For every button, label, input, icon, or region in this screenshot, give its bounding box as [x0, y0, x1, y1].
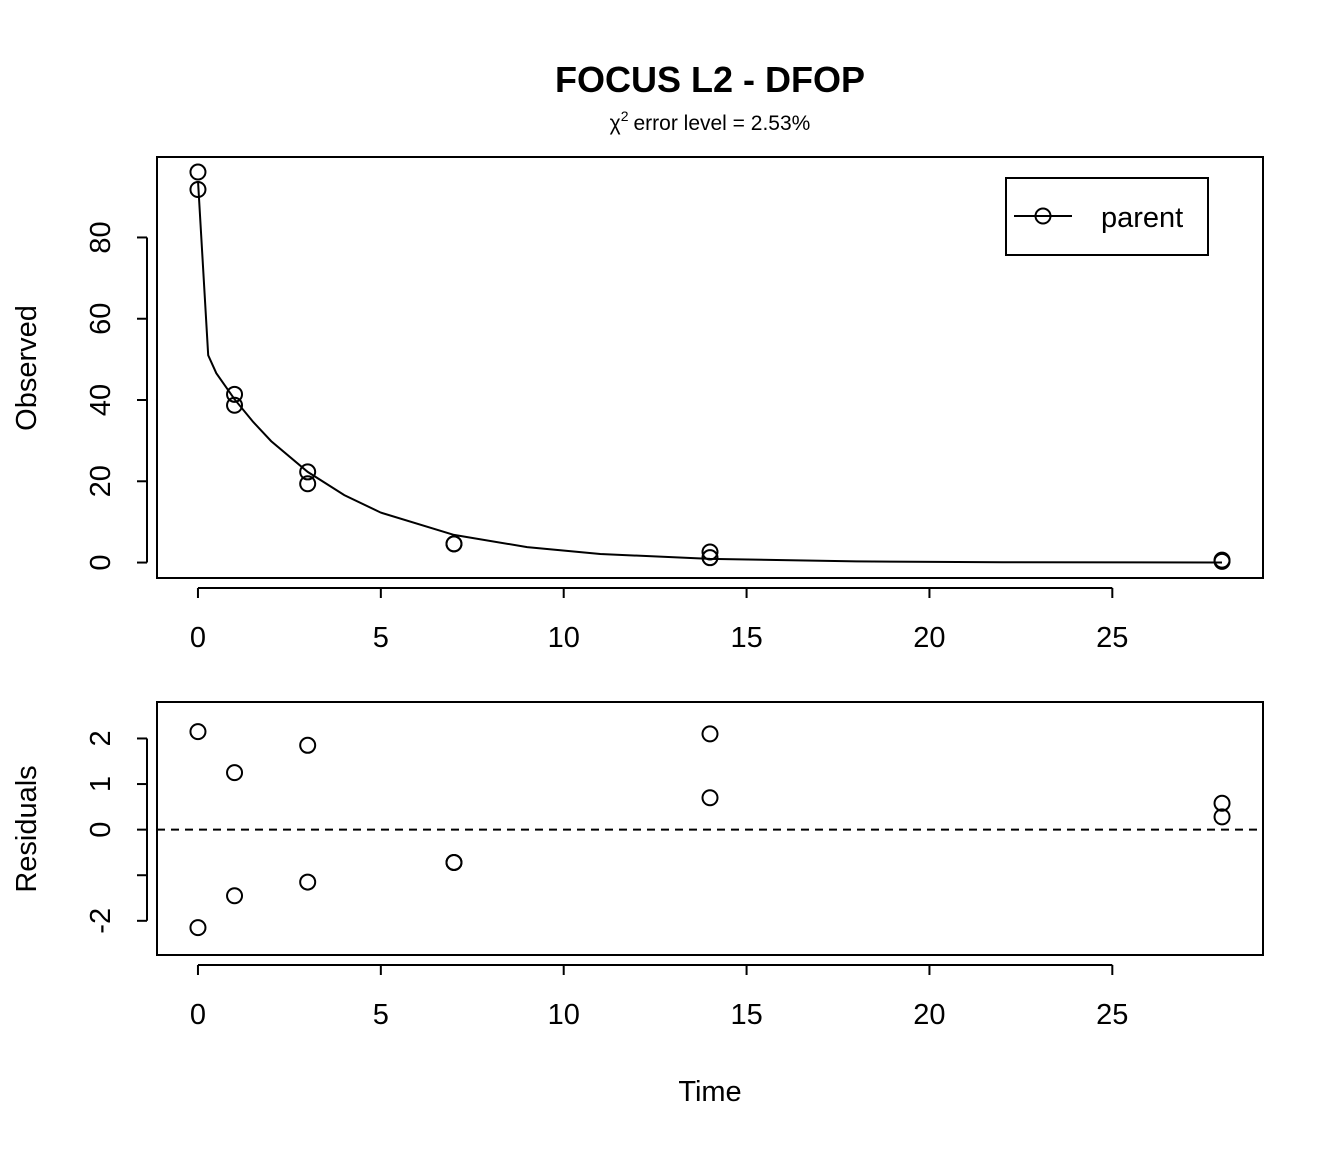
legend: parent: [1005, 177, 1209, 256]
residuals-plot-frame: [156, 701, 1264, 956]
observed-x-tick-label: 15: [730, 622, 762, 654]
residual-point: [701, 789, 719, 807]
chart-title: FOCUS L2 - DFOP: [555, 59, 865, 100]
observed-y-tick-label: 60: [85, 303, 117, 335]
observed-x-tick-label: 10: [548, 622, 580, 654]
observed-y-tick-label: 0: [85, 554, 117, 570]
residuals-x-tick-label: 0: [190, 999, 206, 1031]
residual-point: [189, 919, 207, 937]
residuals-x-tick-label: 10: [548, 999, 580, 1031]
observed-point: [299, 463, 317, 481]
residual-point: [299, 736, 317, 754]
chi-superscript: 2: [621, 108, 629, 124]
observed-x-tick-label: 5: [373, 622, 389, 654]
observed-point: [226, 396, 244, 414]
residuals-x-tick-label: 20: [913, 999, 945, 1031]
observed-x-tick-label: 25: [1096, 622, 1128, 654]
residual-point: [189, 723, 207, 741]
residuals-y-tick-label: 0: [85, 822, 117, 838]
observed-points: [189, 163, 1231, 570]
residuals-x-tick-label: 5: [373, 999, 389, 1031]
observed-plot-frame: [156, 156, 1264, 579]
observed-panel: 0 5 10 15 20 25 0 20 40 60 80 Observed parent: [11, 156, 1264, 654]
residual-point: [701, 725, 719, 743]
legend-marker: [1034, 207, 1052, 225]
observed-point: [445, 535, 463, 553]
observed-point: [701, 543, 719, 561]
observed-x-tick-label: 0: [190, 622, 206, 654]
residual-point: [1213, 794, 1231, 812]
residuals-x-tick-label: 15: [730, 999, 762, 1031]
time-x-axis-label: Time: [678, 1076, 741, 1108]
observed-point: [226, 385, 244, 403]
fitted-curve: [197, 180, 1223, 564]
observed-y-tick-label: 20: [85, 465, 117, 497]
observed-y-axis: 0 20 40 60 80: [85, 221, 148, 571]
residual-point: [299, 873, 317, 891]
residual-points: [189, 723, 1231, 937]
residuals-y-tick-label: 1: [85, 776, 117, 792]
residuals-x-axis: 0 5 10 15 20 25: [190, 964, 1128, 1031]
subtitle-text: error level = 2.53%: [633, 112, 810, 135]
observed-point: [701, 549, 719, 567]
observed-y-tick-label: 40: [85, 384, 117, 416]
residual-point: [226, 887, 244, 905]
residual-point: [1213, 808, 1231, 826]
observed-y-tick-label: 80: [85, 221, 117, 253]
observed-x-axis: 0 5 10 15 20 25: [190, 587, 1128, 654]
residuals-y-tick-label: -2: [85, 908, 117, 934]
observed-y-axis-label: Observed: [11, 305, 43, 431]
chart-subtitle: χ2 error level = 2.53%: [610, 108, 811, 135]
residuals-panel: 0 5 10 15 20 25 -2 0 1 2 Residuals Time: [11, 701, 1264, 1108]
residuals-y-axis-label: Residuals: [11, 765, 43, 892]
residuals-y-axis: -2 0 1 2: [85, 730, 148, 934]
legend-entry-parent: parent: [1101, 202, 1183, 234]
observed-point: [299, 475, 317, 493]
chi-symbol: χ: [610, 112, 621, 135]
residual-point: [445, 853, 463, 871]
residuals-y-tick-label: 2: [85, 730, 117, 746]
observed-point: [189, 181, 207, 199]
observed-x-tick-label: 20: [913, 622, 945, 654]
residual-point: [226, 764, 244, 782]
observed-point: [1213, 551, 1231, 569]
observed-point: [189, 163, 207, 181]
residuals-x-tick-label: 25: [1096, 999, 1128, 1031]
